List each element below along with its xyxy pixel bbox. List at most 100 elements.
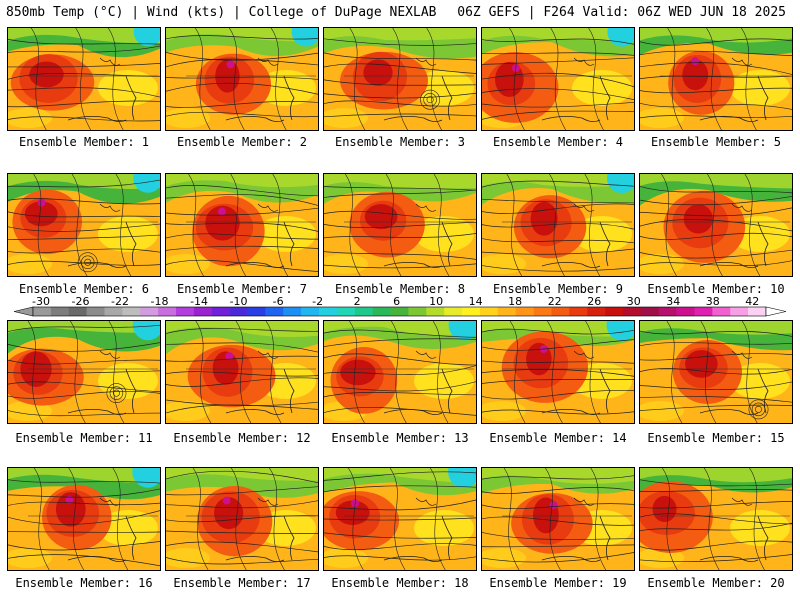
colorbar-swatch — [462, 307, 481, 316]
temperature-map — [8, 321, 160, 423]
ensemble-member-label: Ensemble Member: 7 — [176, 282, 308, 296]
ensemble-map-panel — [639, 27, 793, 131]
colorbar-swatch — [515, 307, 534, 316]
ensemble-map-panel — [323, 173, 477, 277]
colorbar-tick-label: 42 — [745, 296, 759, 308]
colorbar-swatch — [211, 307, 230, 316]
ensemble-member-label: Ensemble Member: 2 — [176, 135, 308, 149]
ensemble-member-label: Ensemble Member: 19 — [489, 576, 627, 590]
colorbar-swatch — [176, 307, 195, 316]
colorbar-swatch — [68, 307, 87, 316]
temperature-map — [640, 468, 792, 570]
ensemble-member-label: Ensemble Member: 13 — [331, 431, 469, 445]
ensemble-member-label: Ensemble Member: 11 — [15, 431, 153, 445]
colorbar-swatch — [426, 307, 445, 316]
colorbar-swatch — [551, 307, 570, 316]
colorbar-swatch — [193, 307, 213, 316]
colorbar-swatch — [748, 307, 767, 316]
ensemble-map-panel — [165, 27, 319, 131]
ensemble-map-panel — [7, 173, 161, 277]
colorbar-swatch — [265, 307, 284, 316]
colorbar-swatch — [247, 307, 266, 316]
temperature-map — [482, 28, 634, 130]
colorbar-swatch — [336, 307, 356, 316]
colorbar-tick-label: 10 — [429, 296, 443, 308]
colorbar-tick-label: -30 — [32, 296, 50, 308]
temperature-map — [324, 174, 476, 276]
ensemble-map-panel — [7, 467, 161, 571]
ensemble-member-label: Ensemble Member: 16 — [15, 576, 153, 590]
colorbar-swatch — [283, 307, 302, 316]
colorbar-swatch — [354, 307, 373, 316]
colorbar-high-arrow — [765, 306, 787, 317]
colorbar-swatch — [694, 307, 713, 316]
temperature-map — [482, 174, 634, 276]
colorbar-swatch — [479, 307, 499, 316]
colorbar-tick-label: -6 — [273, 296, 284, 308]
colorbar-swatch — [444, 307, 463, 316]
ensemble-map-panel — [639, 467, 793, 571]
temperature-map — [166, 28, 318, 130]
colorbar-tick-label: -14 — [190, 296, 208, 308]
ensemble-member-label: Ensemble Member: 20 — [647, 576, 785, 590]
ensemble-map-panel — [481, 467, 635, 571]
temperature-colorbar: -30 -26 -22 -18 -14 -10 -6 -2 2 6 10 14 18 22 26 30 34 38… — [13, 296, 787, 317]
colorbar-swatch — [229, 307, 248, 316]
ensemble-map-panel — [7, 27, 161, 131]
ensemble-member-label: Ensemble Member: 10 — [647, 282, 785, 296]
ensemble-member-label: Ensemble Member: 3 — [334, 135, 466, 149]
colorbar-tick-label: 34 — [666, 296, 680, 308]
temperature-map — [640, 28, 792, 130]
colorbar-swatch — [676, 307, 695, 316]
temperature-map — [482, 321, 634, 423]
temperature-map — [640, 321, 792, 423]
chart-title: 850mb Temp (°C) | Wind (kts) | College o… — [6, 5, 437, 20]
colorbar-swatch — [50, 307, 70, 316]
colorbar-swatch — [33, 307, 52, 316]
ensemble-map-panel — [639, 320, 793, 424]
colorbar-swatch — [730, 307, 749, 316]
temperature-map — [8, 174, 160, 276]
ensemble-map-panel — [481, 27, 635, 131]
temperature-map — [482, 468, 634, 570]
colorbar-swatch — [158, 307, 177, 316]
colorbar-swatch — [712, 307, 731, 316]
colorbar-swatch — [122, 307, 141, 316]
colorbar-tick-label: -2 — [312, 296, 323, 308]
temperature-map — [166, 174, 318, 276]
ensemble-map-panel — [323, 27, 477, 131]
colorbar-tick-label: 18 — [508, 296, 522, 308]
ensemble-map-panel — [481, 320, 635, 424]
colorbar-swatch — [140, 307, 159, 316]
ensemble-member-label: Ensemble Member: 15 — [647, 431, 785, 445]
colorbar-tick-label: -18 — [151, 296, 169, 308]
ensemble-map-panel — [165, 467, 319, 571]
ensemble-map-panel — [165, 173, 319, 277]
colorbar-swatch — [390, 307, 409, 316]
temperature-map — [8, 468, 160, 570]
ensemble-map-panel — [165, 320, 319, 424]
colorbar-swatch — [408, 307, 427, 316]
colorbar-tick-label: 38 — [706, 296, 720, 308]
ensemble-member-label: Ensemble Member: 14 — [489, 431, 627, 445]
ensemble-member-label: Ensemble Member: 8 — [334, 282, 466, 296]
ensemble-member-label: Ensemble Member: 1 — [18, 135, 150, 149]
colorbar-tick-label: 6 — [393, 296, 400, 308]
colorbar-swatch — [658, 307, 677, 316]
colorbar-tick-label: 2 — [354, 296, 361, 308]
colorbar-swatch — [104, 307, 123, 316]
colorbar-tick-label: -22 — [111, 296, 129, 308]
ensemble-member-label: Ensemble Member: 12 — [173, 431, 311, 445]
ensemble-member-label: Ensemble Member: 4 — [492, 135, 624, 149]
colorbar-tick-label: 22 — [548, 296, 562, 308]
colorbar-swatch — [605, 307, 624, 316]
temperature-map — [324, 321, 476, 423]
ensemble-map-panel — [481, 173, 635, 277]
colorbar-swatch — [372, 307, 391, 316]
temperature-map — [166, 468, 318, 570]
colorbar-swatch — [497, 307, 517, 316]
ensemble-member-label: Ensemble Member: 5 — [650, 135, 782, 149]
temperature-map — [640, 174, 792, 276]
ensemble-map-panel — [323, 320, 477, 424]
colorbar-swatch — [533, 307, 552, 316]
